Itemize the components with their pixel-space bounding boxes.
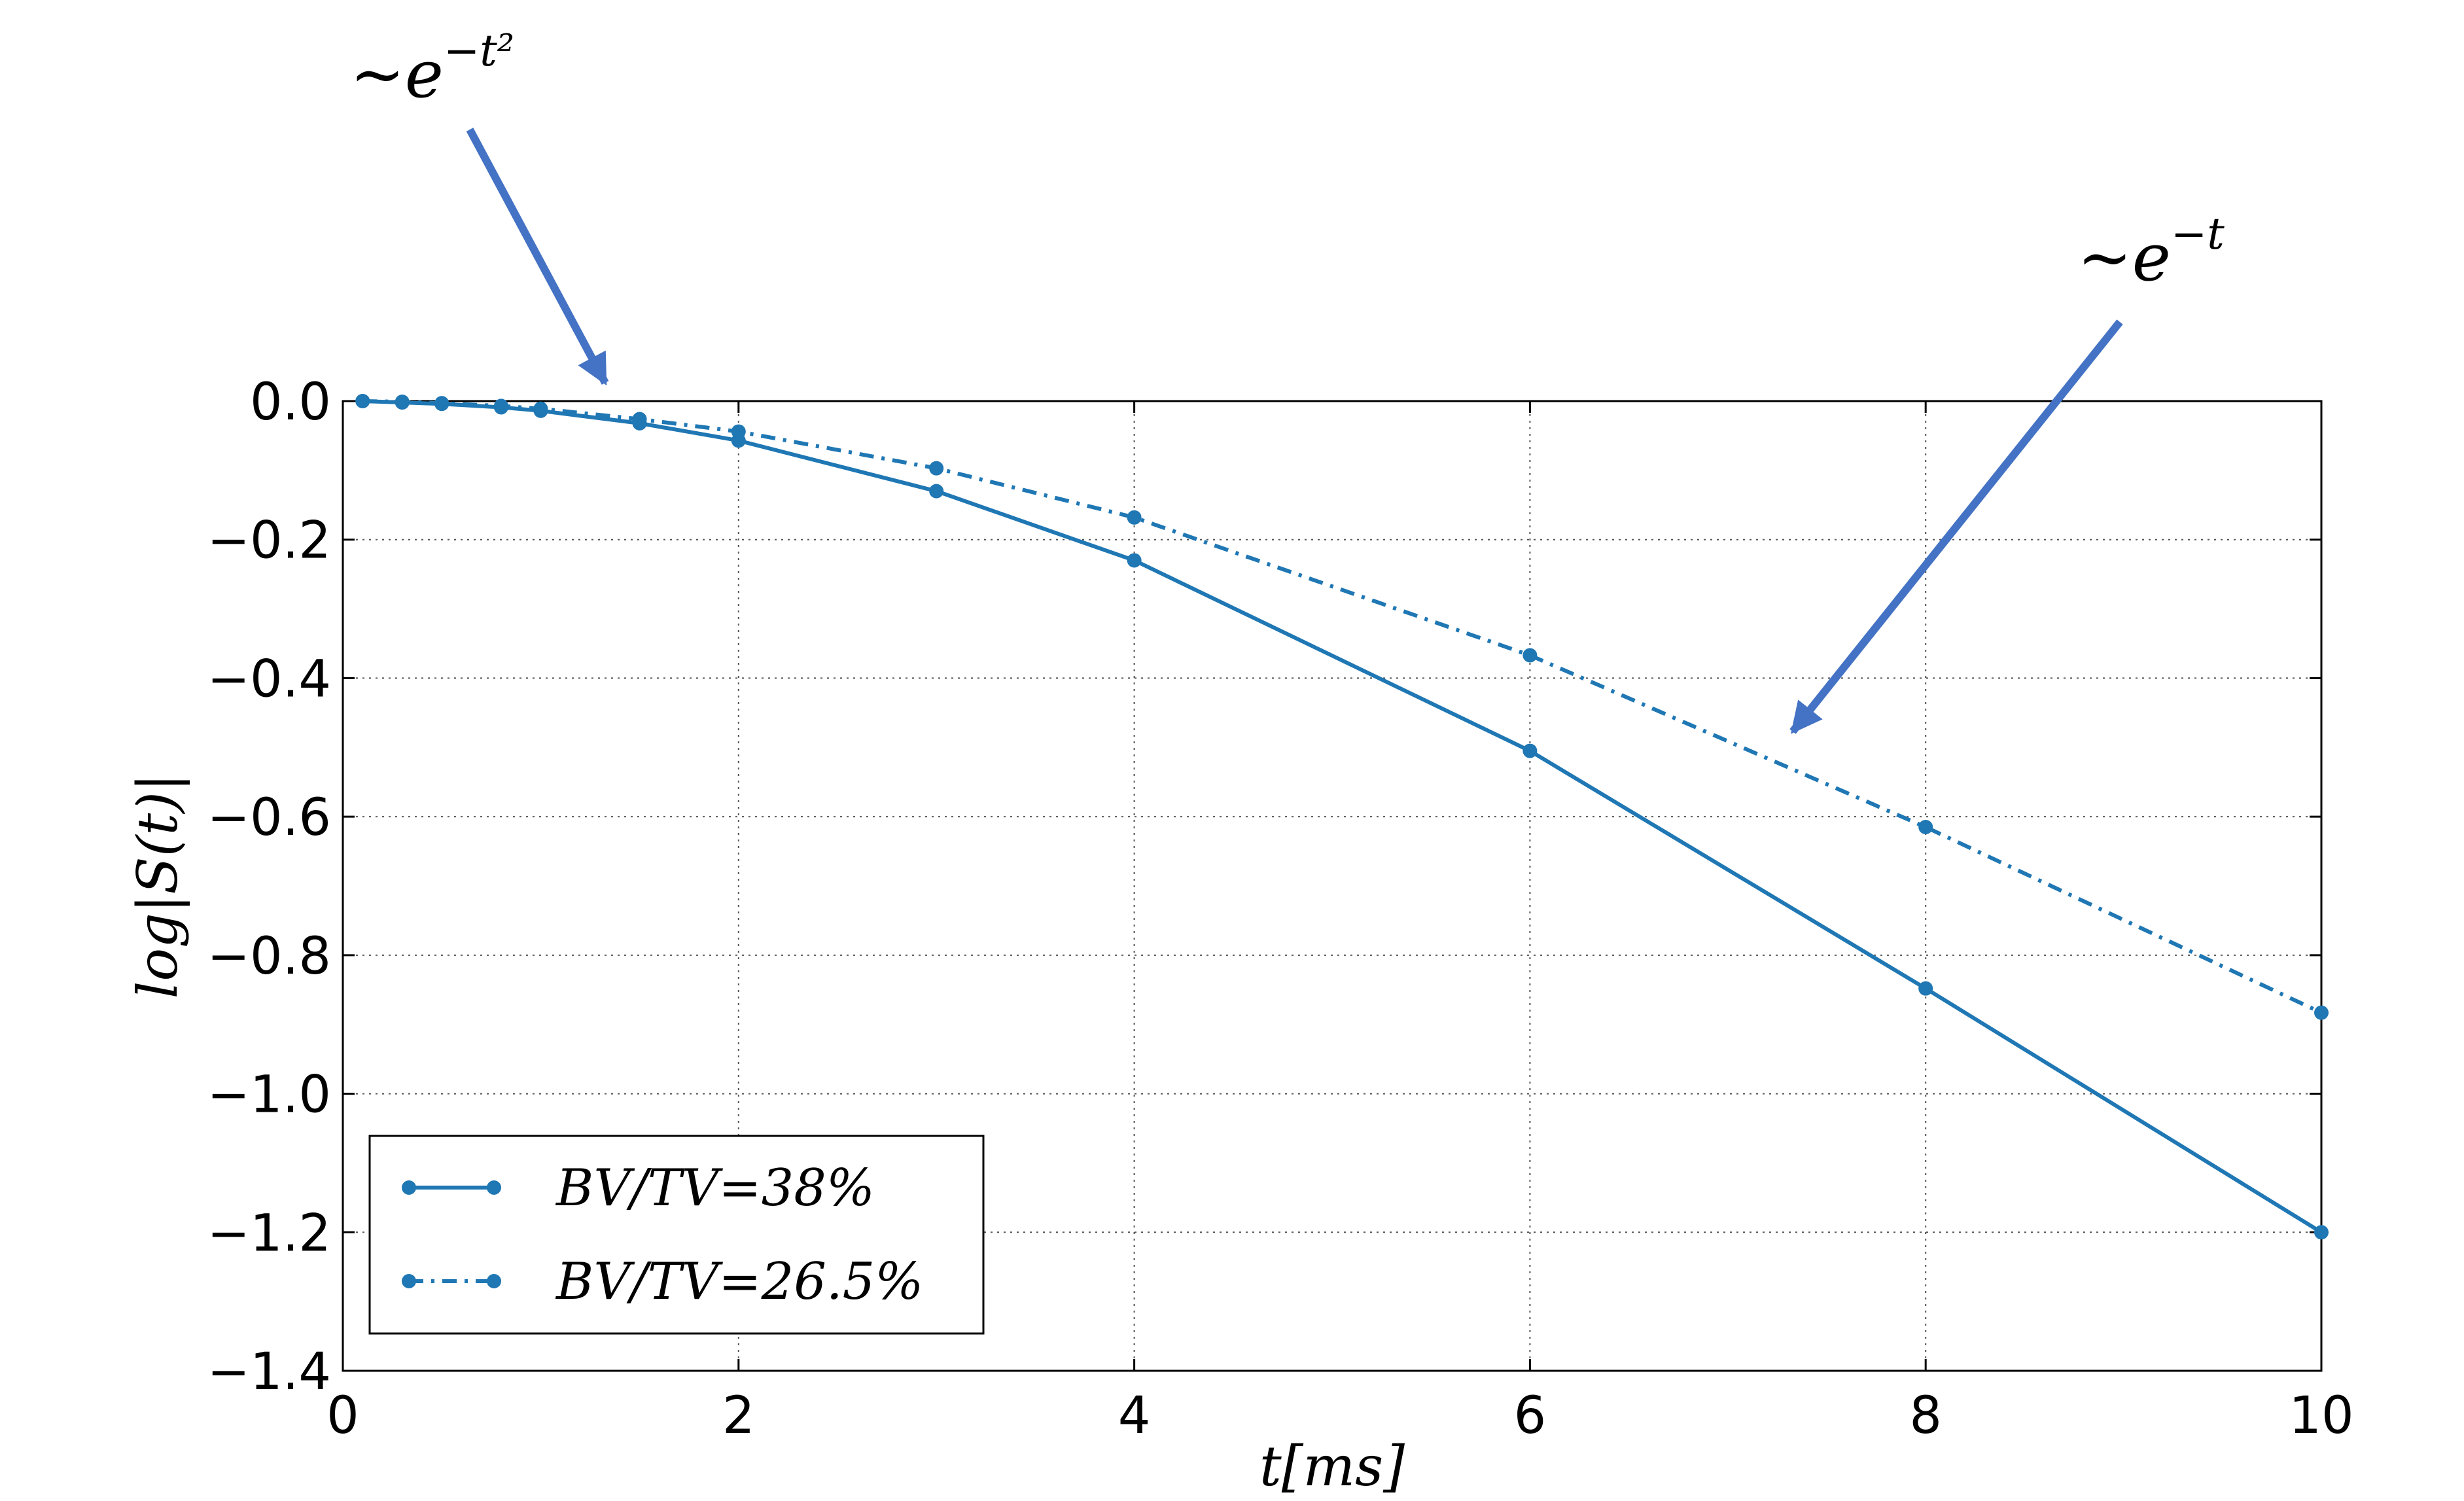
data-point — [1918, 820, 1933, 835]
x-tick-label: 6 — [1514, 1386, 1547, 1445]
legend-swatch-marker — [402, 1180, 416, 1195]
y-tick-label: −1.4 — [207, 1343, 331, 1402]
annotation-arrow — [1789, 319, 2123, 734]
data-point — [395, 395, 410, 410]
data-point — [1522, 743, 1538, 758]
data-point — [493, 398, 508, 414]
exponential-decay-label: ~e−t — [2077, 209, 2225, 296]
annotation-prefix: ~e — [2077, 219, 2171, 296]
x-tick-label: 4 — [1118, 1386, 1151, 1445]
legend-box — [368, 1135, 985, 1335]
data-point — [929, 484, 944, 499]
plot-area — [342, 400, 2323, 1372]
x-tick-label: 0 — [326, 1386, 359, 1445]
data-point — [533, 401, 548, 416]
x-tick-label: 10 — [2289, 1386, 2353, 1445]
y-tick-label: −0.2 — [207, 512, 331, 571]
annotation-exponent: −t — [2171, 209, 2225, 259]
legend-label: BV/TV=26.5% — [555, 1252, 923, 1311]
y-axis-label: log|S(t)| — [126, 773, 190, 999]
annotation-exponent: −t² — [444, 26, 514, 76]
data-point — [1522, 648, 1538, 663]
data-point — [632, 412, 647, 427]
data-point — [929, 461, 944, 476]
legend-swatch-marker — [487, 1274, 501, 1288]
data-point — [434, 396, 449, 411]
data-point — [355, 394, 370, 408]
annotation-prefix: ~e — [350, 36, 444, 113]
legend-swatch-marker — [487, 1180, 501, 1195]
y-tick-label: −0.8 — [207, 927, 331, 986]
series-line-0 — [362, 399, 2323, 1234]
data-point — [2314, 1005, 2329, 1020]
x-tick-label: 8 — [1909, 1386, 1942, 1445]
series-group — [355, 394, 2329, 1240]
y-tick-label: 0.0 — [250, 373, 331, 432]
data-point — [2314, 1225, 2329, 1240]
y-tick-label: −0.6 — [207, 788, 331, 847]
data-point — [1918, 981, 1933, 996]
annotations: ~e−t²~e−t — [350, 26, 2225, 734]
legend: BV/TV=38% BV/TV=26.5% — [368, 1135, 985, 1335]
x-axis-label: t[ms] — [1259, 1434, 1405, 1498]
annotation-arrow — [466, 128, 609, 386]
legend-swatch-marker — [402, 1274, 416, 1288]
x-tick-label: 2 — [722, 1386, 755, 1445]
data-point — [731, 424, 746, 439]
y-tick-label: −0.4 — [207, 650, 331, 709]
axis-ticks: 0 2 4 6 8 10 0.0 −0.2 −0.4 −0.6 −0.8 −1.0 −1.2 −1.4 — [207, 373, 2354, 1445]
y-tick-label: −1.0 — [207, 1066, 331, 1125]
series-line-1 — [362, 399, 2323, 1015]
data-point — [1127, 510, 1142, 525]
gaussian-decay-label: ~e−t² — [350, 26, 514, 113]
data-point — [1127, 553, 1142, 568]
legend-label: BV/TV=38% — [555, 1159, 875, 1218]
y-tick-label: −1.2 — [207, 1204, 331, 1263]
